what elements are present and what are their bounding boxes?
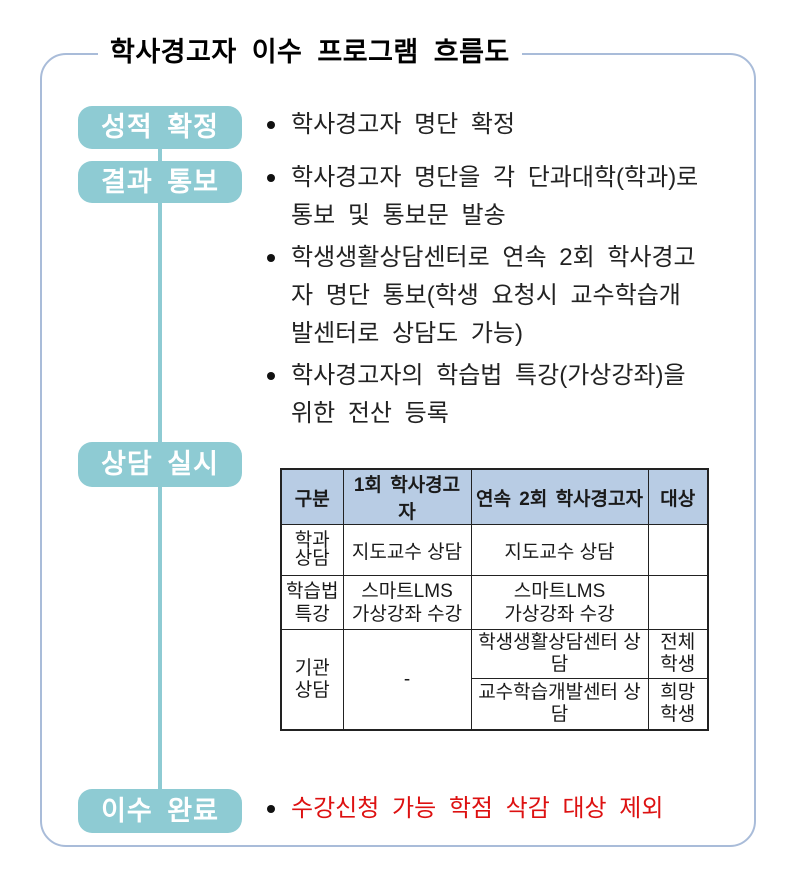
stage-box-complete: 이수 완료 [78,789,242,833]
cell-dept-first: 지도교수 상담 [342,524,472,576]
cell-org2-second: 교수학습개발센터 상담 [470,678,649,731]
cell-lecture-first: 스마트LMS 가상강좌 수강 [342,575,472,630]
bullet-list-grade: 학사경고자 명단 확정 [263,106,758,148]
cell-lecture-second: 스마트LMS 가상강좌 수강 [470,575,649,630]
stage-box-result-notify: 결과 통보 [78,161,242,203]
table-row-dept-counsel: 학과 상담 지도교수 상담 지도교수 상담 [280,524,709,576]
page-title: 학사경고자 이수 프로그램 흐름도 [98,30,522,74]
bullet-item-red: 수강신청 가능 학점 삭감 대상 제외 [263,790,758,828]
cell-dept-second: 지도교수 상담 [470,524,649,576]
header-first: 1회 학사경고자 [342,468,472,525]
table-row-org-counsel-1: 기관 상담 - 학생생활상담센터 상담 전체 학생 [280,629,709,731]
bullet-list-notify: 학사경고자 명단을 각 단과대학(학과)로 통보 및 통보문 발송 학생생활상담… [263,159,758,437]
cell-lecture-target [647,575,709,630]
cell-dept-label: 학과 상담 [280,524,344,576]
bullet-list-complete: 수강신청 가능 학점 삭감 대상 제외 [263,790,758,832]
counsel-table: 구분 1회 학사경고자 연속 2회 학사경고자 대상 학과 상담 지도교수 상담… [280,468,709,731]
table-row-org-counsel-2: 교수학습개발센터 상담 희망 학생 [281,678,709,731]
cell-org1-second: 학생생활상담센터 상담 [470,629,649,679]
bullet-item: 학사경고자의 학습법 특강(가상강좌)을 위한 전산 등록 [263,357,758,433]
stage-box-grade-confirm: 성적 확정 [78,106,242,149]
bullet-item: 학사경고자 명단을 각 단과대학(학과)로 통보 및 통보문 발송 [263,159,758,235]
cell-dept-target [647,524,709,576]
header-gubun: 구분 [280,468,344,525]
header-target: 대상 [647,468,709,525]
cell-org2-target: 희망 학생 [647,678,709,731]
cell-org1-target: 전체 학생 [647,629,709,679]
table-row-study-lecture: 학습법 특강 스마트LMS 가상강좌 수강 스마트LMS 가상강좌 수강 [280,575,709,630]
cell-lecture-label: 학습법 특강 [280,575,344,630]
cell-org-label: 기관 상담 [280,629,344,731]
table-header-row: 구분 1회 학사경고자 연속 2회 학사경고자 대상 [280,468,709,525]
stage-box-counsel: 상담 실시 [78,442,242,487]
header-second: 연속 2회 학사경고자 [470,468,649,525]
cell-org-first: - [342,629,472,731]
bullet-item: 학사경고자 명단 확정 [263,106,758,144]
bullet-item: 학생생활상담센터로 연속 2회 학사경고 자 명단 통보(학생 요청시 교수학습… [263,239,758,353]
